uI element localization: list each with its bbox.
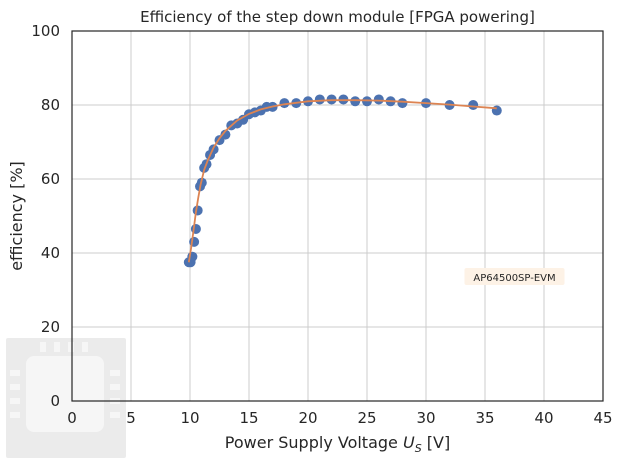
x-tick-label: 45 bbox=[593, 409, 612, 427]
data-point bbox=[314, 94, 325, 105]
chart-title: Efficiency of the step down module [FPGA… bbox=[140, 8, 535, 26]
annotation-text: AP64500SP-EVM bbox=[473, 273, 555, 284]
plot-area bbox=[183, 94, 502, 268]
y-tick-label: 0 bbox=[50, 392, 60, 410]
data-point bbox=[491, 105, 502, 116]
data-point bbox=[350, 96, 361, 107]
watermark-logo-detail bbox=[10, 342, 120, 432]
x-tick-label: 40 bbox=[534, 409, 553, 427]
y-tick-label: 20 bbox=[41, 318, 60, 336]
x-tick-label: 0 bbox=[67, 409, 77, 427]
x-axis-label-prefix: Power Supply Voltage bbox=[225, 433, 403, 452]
tick-labels: 0 5 10 15 20 25 30 35 40 45 0 20 40 60 80 100 bbox=[31, 22, 612, 427]
y-tick-label: 40 bbox=[41, 244, 60, 262]
data-point bbox=[468, 100, 479, 110]
x-tick-label: 20 bbox=[298, 409, 317, 427]
data-point bbox=[397, 98, 408, 109]
x-axis-label: Power Supply Voltage US [V] bbox=[225, 433, 450, 455]
grid-lines bbox=[71, 30, 604, 402]
x-tick-label: 35 bbox=[475, 409, 494, 427]
x-tick-label: 25 bbox=[357, 409, 376, 427]
data-point bbox=[373, 94, 384, 105]
x-tick-label: 15 bbox=[239, 409, 258, 427]
x-axis-label-suffix: [V] bbox=[422, 433, 451, 452]
annotation: AP64500SP-EVM bbox=[464, 268, 565, 286]
x-tick-label: 30 bbox=[416, 409, 435, 427]
axes-frame bbox=[71, 30, 604, 402]
x-axis-label-sub: S bbox=[415, 442, 422, 455]
data-point bbox=[220, 129, 231, 140]
y-axis-label: efficiency [%] bbox=[7, 161, 26, 271]
x-tick-label: 5 bbox=[126, 409, 136, 427]
y-tick-label: 100 bbox=[31, 22, 60, 40]
x-axis-label-var: U bbox=[403, 433, 415, 452]
fit-line bbox=[187, 99, 497, 263]
annotation-box bbox=[464, 268, 565, 286]
x-tick-label: 10 bbox=[180, 409, 199, 427]
y-tick-label: 80 bbox=[41, 96, 60, 114]
y-tick-label: 60 bbox=[41, 170, 60, 188]
